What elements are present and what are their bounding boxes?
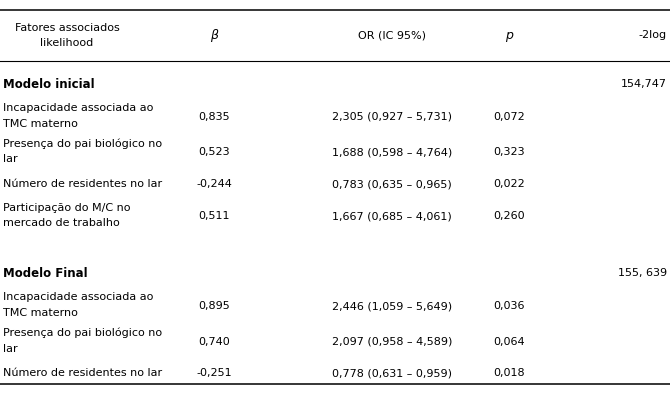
Text: Incapacidade associada ao: Incapacidade associada ao [3, 103, 153, 113]
Text: β: β [210, 29, 218, 42]
Text: 2,097 (0,958 – 4,589): 2,097 (0,958 – 4,589) [332, 336, 452, 346]
Text: 0,064: 0,064 [493, 336, 525, 346]
Text: 0,778 (0,631 – 0,959): 0,778 (0,631 – 0,959) [332, 368, 452, 378]
Text: 0,523: 0,523 [198, 147, 230, 157]
Text: -0,244: -0,244 [196, 179, 232, 189]
Text: 154,747: 154,747 [620, 79, 667, 89]
Text: 0,018: 0,018 [493, 368, 525, 378]
Text: lar: lar [3, 344, 18, 353]
Text: 155, 639: 155, 639 [618, 268, 667, 279]
Text: Presença do pai biológico no: Presença do pai biológico no [3, 138, 162, 149]
Text: Fatores associados: Fatores associados [15, 22, 119, 33]
Text: Número de residentes no lar: Número de residentes no lar [3, 368, 162, 378]
Text: Modelo inicial: Modelo inicial [3, 78, 95, 91]
Text: mercado de trabalho: mercado de trabalho [3, 218, 120, 228]
Text: Número de residentes no lar: Número de residentes no lar [3, 179, 162, 189]
Text: 0,895: 0,895 [198, 301, 230, 311]
Text: 2,446 (1,059 – 5,649): 2,446 (1,059 – 5,649) [332, 301, 452, 311]
Text: 0,036: 0,036 [493, 301, 525, 311]
Text: 0,072: 0,072 [493, 112, 525, 122]
Text: 2,305 (0,927 – 5,731): 2,305 (0,927 – 5,731) [332, 112, 452, 122]
Text: 0,323: 0,323 [493, 147, 525, 157]
Text: 0,511: 0,511 [198, 211, 230, 221]
Text: 0,022: 0,022 [493, 179, 525, 189]
Text: 0,835: 0,835 [198, 112, 230, 122]
Text: Incapacidade associada ao: Incapacidade associada ao [3, 292, 153, 302]
Text: -2log: -2log [639, 30, 667, 41]
Text: 0,740: 0,740 [198, 336, 230, 346]
Text: p: p [505, 29, 513, 42]
Text: Participação do M/C no: Participação do M/C no [3, 203, 131, 212]
Text: -0,251: -0,251 [196, 368, 232, 378]
Text: Presença do pai biológico no: Presença do pai biológico no [3, 327, 162, 338]
Text: 0,783 (0,635 – 0,965): 0,783 (0,635 – 0,965) [332, 179, 452, 189]
Text: TMC materno: TMC materno [3, 308, 78, 318]
Text: Modelo Final: Modelo Final [3, 267, 88, 280]
Text: 0,260: 0,260 [493, 211, 525, 221]
Text: lar: lar [3, 154, 18, 164]
Text: TMC materno: TMC materno [3, 119, 78, 129]
Text: OR (IC 95%): OR (IC 95%) [358, 30, 426, 41]
Text: 1,667 (0,685 – 4,061): 1,667 (0,685 – 4,061) [332, 211, 452, 221]
Text: likelihood: likelihood [40, 38, 94, 48]
Text: 1,688 (0,598 – 4,764): 1,688 (0,598 – 4,764) [332, 147, 452, 157]
